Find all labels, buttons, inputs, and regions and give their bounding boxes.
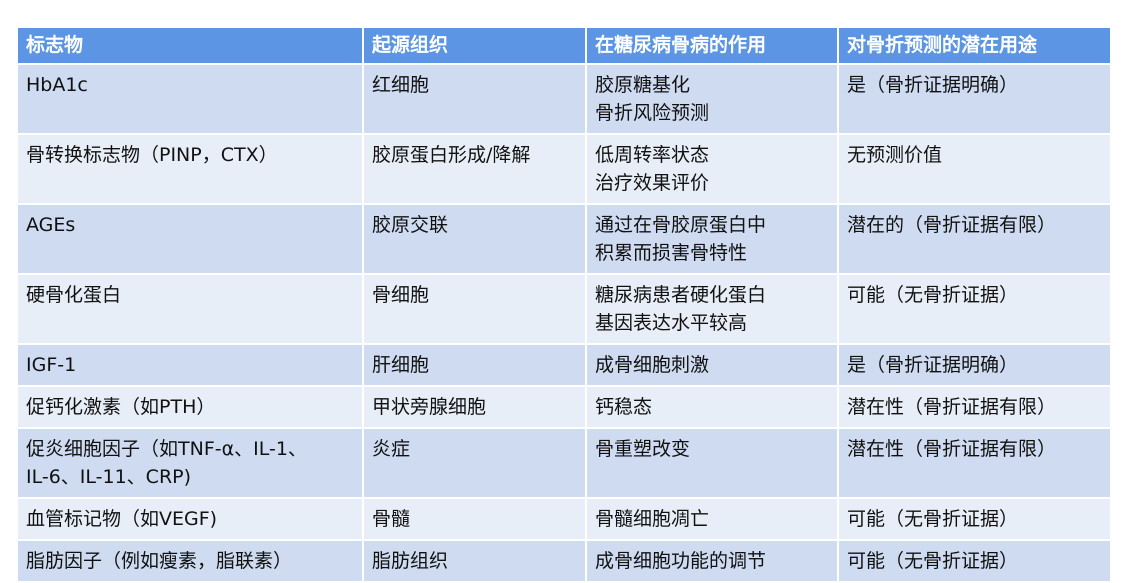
cell-text: 积累而损害骨特性 [595, 242, 748, 264]
cell-text: 胶原糖基化 [595, 74, 691, 96]
cell-text: IGF-1 [26, 354, 77, 376]
table-cell: 成骨细胞刺激 [585, 343, 839, 387]
header-cell: 起源组织 [362, 26, 587, 65]
table-cell: 血管标记物（如VEGF) [16, 497, 364, 541]
cell-text: 是（骨折证据明确） [847, 74, 1019, 96]
cell-text: 可能（无骨折证据） [847, 550, 1019, 572]
cell-text: 骨髓细胞凋亡 [595, 508, 710, 530]
header-row: 标志物 起源组织 在糖尿病骨病的作用 对骨折预测的潜在用途 [16, 26, 1112, 65]
cell-text: 无预测价值 [847, 144, 943, 166]
cell-text: 糖尿病患者硬化蛋白 [595, 284, 767, 306]
table-cell: 糖尿病患者硬化蛋白 基因表达水平较高 [585, 273, 839, 345]
cell-text: 脂肪组织 [372, 550, 449, 572]
table-cell: 可能（无骨折证据） [837, 273, 1112, 345]
cell-text: 肝细胞 [372, 354, 430, 376]
cell-text: 骨转换标志物（PINP，CTX） [26, 144, 278, 166]
table-cell: HbA1c [16, 63, 364, 135]
cell-text: 治疗效果评价 [595, 172, 710, 194]
table-cell: 脂肪因子（例如瘦素，脂联素） [16, 539, 364, 583]
header-cell: 在糖尿病骨病的作用 [585, 26, 839, 65]
cell-text: 血管标记物（如VEGF) [26, 508, 218, 530]
table-cell: 潜在性（骨折证据有限） [837, 385, 1112, 429]
table-cell: 炎症 [362, 427, 587, 499]
table-cell: 肝细胞 [362, 343, 587, 387]
table-cell: 红细胞 [362, 63, 587, 135]
cell-text: 低周转率状态 [595, 144, 710, 166]
table-cell: IGF-1 [16, 343, 364, 387]
table-row: IGF-1 肝细胞 成骨细胞刺激 是（骨折证据明确） [16, 343, 1112, 387]
cell-text: 潜在性（骨折证据有限） [847, 396, 1057, 418]
cell-text: 胶原交联 [372, 214, 449, 236]
table-row: 促钙化激素（如PTH） 甲状旁腺细胞 钙稳态 潜在性（骨折证据有限） [16, 385, 1112, 429]
cell-text: AGEs [26, 214, 76, 236]
table-cell: AGEs [16, 203, 364, 275]
table-cell: 骨髓 [362, 497, 587, 541]
cell-text: HbA1c [26, 74, 88, 96]
table-cell: 骨细胞 [362, 273, 587, 345]
table-row: 促炎细胞因子（如TNF-α、IL-1、 IL-6、IL-11、CRP) 炎症 骨重塑改… [16, 427, 1112, 499]
table-cell: 是（骨折证据明确） [837, 343, 1112, 387]
cell-text: 胶原蛋白形成/降解 [372, 144, 531, 166]
table-cell: 骨重塑改变 [585, 427, 839, 499]
cell-text: 通过在骨胶原蛋白中 [595, 214, 767, 236]
table-cell: 是（骨折证据明确） [837, 63, 1112, 135]
table-cell: 潜在性（骨折证据有限） [837, 427, 1112, 499]
table-cell: 通过在骨胶原蛋白中 积累而损害骨特性 [585, 203, 839, 275]
cell-text: 甲状旁腺细胞 [372, 396, 487, 418]
table-cell: 胶原糖基化骨折风险预测 [585, 63, 839, 135]
cell-text: 成骨细胞刺激 [595, 354, 710, 376]
cell-text: 骨细胞 [372, 284, 430, 306]
cell-text: 基因表达水平较高 [595, 312, 748, 334]
cell-text: IL-6、IL-11、CRP) [26, 466, 192, 488]
table-cell: 骨髓细胞凋亡 [585, 497, 839, 541]
table-cell: 成骨细胞功能的调节 [585, 539, 839, 583]
table-row: AGEs 胶原交联 通过在骨胶原蛋白中 积累而损害骨特性 潜在的（骨折证据有限） [16, 203, 1112, 275]
table-row: 血管标记物（如VEGF) 骨髓 骨髓细胞凋亡 可能（无骨折证据） [16, 497, 1112, 541]
table-cell: 钙稳态 [585, 385, 839, 429]
cell-text: 红细胞 [372, 74, 430, 96]
cell-text: 潜在性（骨折证据有限） [847, 438, 1057, 460]
cell-text: 钙稳态 [595, 396, 653, 418]
table-cell: 无预测价值 [837, 133, 1112, 205]
cell-text: 骨重塑改变 [595, 438, 691, 460]
table-row: HbA1c 红细胞 胶原糖基化 骨折风险预测 是（骨折证据明确） [16, 63, 1112, 135]
table-cell: 促钙化激素（如PTH） [16, 385, 364, 429]
table-cell: 胶原交联 [362, 203, 587, 275]
table-cell: 促炎细胞因子（如TNF-α、IL-1、 IL-6、IL-11、CRP) [16, 427, 364, 499]
cell-text: 骨髓 [372, 508, 411, 530]
cell-text: 成骨细胞功能的调节 [595, 550, 767, 572]
cell-text: 可能（无骨折证据） [847, 284, 1019, 306]
cell-text: 可能（无骨折证据） [847, 508, 1019, 530]
table-cell: 脂肪组织 [362, 539, 587, 583]
cell-text: 炎症 [372, 438, 411, 460]
cell-text: 促炎细胞因子（如TNF-α、IL-1、 [26, 438, 307, 460]
cell-text: 促钙化激素（如PTH） [26, 396, 216, 418]
table-row: 硬骨化蛋白 骨细胞 糖尿病患者硬化蛋白 基因表达水平较高 可能（无骨折证据） [16, 273, 1112, 345]
cell-text: 骨折风险预测 [595, 102, 710, 124]
cell-text: 脂肪因子（例如瘦素，脂联素） [26, 550, 293, 572]
cell-text: 是（骨折证据明确） [847, 354, 1019, 376]
table-cell: 可能（无骨折证据） [837, 539, 1112, 583]
table-cell: 甲状旁腺细胞 [362, 385, 587, 429]
cell-text: 硬骨化蛋白 [26, 284, 122, 306]
table-row: 脂肪因子（例如瘦素，脂联素） 脂肪组织 成骨细胞功能的调节 可能（无骨折证据） [16, 539, 1112, 583]
table-cell: 骨转换标志物（PINP，CTX） [16, 133, 364, 205]
header-cell: 标志物 [16, 26, 364, 65]
table-cell: 胶原蛋白形成/降解 [362, 133, 587, 205]
table-cell: 潜在的（骨折证据有限） [837, 203, 1112, 275]
header-cell: 对骨折预测的潜在用途 [837, 26, 1112, 65]
table-cell: 可能（无骨折证据） [837, 497, 1112, 541]
biomarker-table: 标志物 起源组织 在糖尿病骨病的作用 对骨折预测的潜在用途 HbA1c 红细胞 胶原… [16, 26, 1112, 583]
table-row: 骨转换标志物（PINP，CTX） 胶原蛋白形成/降解 低周转率状态 治疗效果评价 无预测… [16, 133, 1112, 205]
table-cell: 硬骨化蛋白 [16, 273, 364, 345]
cell-text: 潜在的（骨折证据有限） [847, 214, 1057, 236]
table-cell: 低周转率状态 治疗效果评价 [585, 133, 839, 205]
